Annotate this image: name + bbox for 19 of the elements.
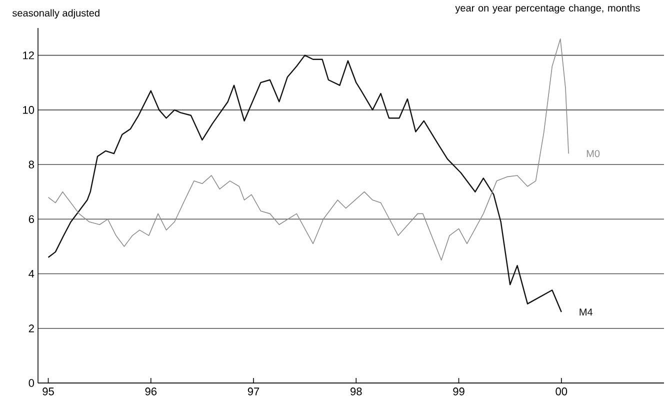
x-tick-label: 96	[145, 388, 157, 396]
y-tick-label: 8	[28, 160, 34, 168]
chart-subtitle: seasonally adjusted	[12, 9, 100, 19]
y-tick-label: 2	[28, 324, 34, 332]
y-tick-label: 0	[28, 379, 34, 387]
line-series	[48, 54, 562, 313]
y-tick-label: 12	[23, 51, 34, 60]
y-tick-label: 10	[23, 106, 34, 114]
x-tick-label: 97	[248, 388, 260, 396]
series-label: M4	[580, 308, 593, 316]
x-tick-label: 99	[453, 388, 464, 396]
y-tick-label: 4	[28, 270, 34, 278]
x-tick-label: 95	[42, 388, 54, 396]
series-label: M0	[586, 150, 600, 158]
text: year on year percentage change, months	[455, 4, 640, 14]
x-tick-label: 00	[556, 388, 568, 396]
y-tick-label: 6	[28, 215, 34, 224]
line-series	[48, 38, 569, 261]
x-tick-label: 98	[350, 388, 362, 396]
